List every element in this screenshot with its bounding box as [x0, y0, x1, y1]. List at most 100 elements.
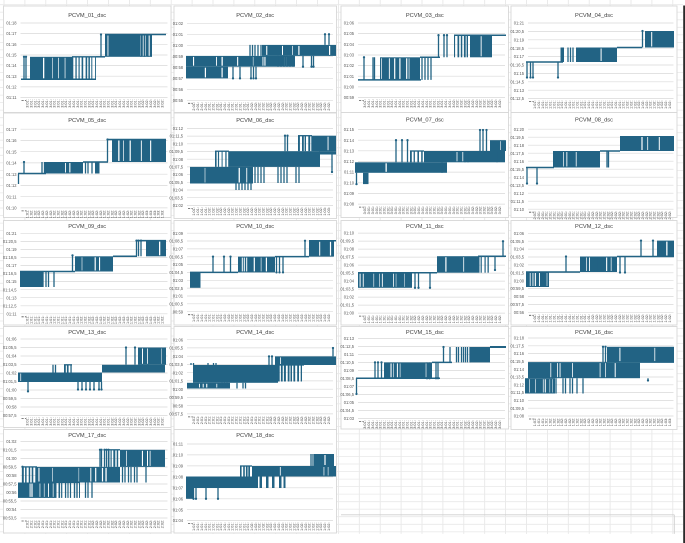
svg-text:01:19: 01:19 — [514, 37, 525, 42]
svg-text:3:01:: 3:01: — [53, 417, 57, 425]
svg-text:01:05,5: 01:05,5 — [169, 346, 183, 351]
svg-text:1:02:: 1:02: — [68, 210, 72, 218]
svg-text:1:01:: 1:01: — [215, 314, 219, 322]
svg-text:3:01:: 3:01: — [429, 99, 433, 107]
svg-text:2:02:: 2:02: — [591, 211, 595, 219]
svg-text:3:02:: 3:02: — [490, 206, 494, 214]
svg-text:1:01:: 1:01: — [545, 314, 549, 322]
svg-text:1:02:: 1:02: — [134, 316, 138, 324]
svg-text:3:01:: 3:01: — [107, 99, 111, 107]
svg-text:1:01:: 1:01: — [382, 315, 386, 323]
svg-text:2:01:: 2:01: — [235, 416, 239, 424]
svg-text:00:59: 00:59 — [344, 95, 355, 100]
svg-text:3:01:: 3:01: — [103, 417, 107, 425]
svg-text:3:01:: 3:01: — [444, 206, 448, 214]
svg-text:3:01:: 3:01: — [49, 99, 53, 107]
svg-text:3:01:: 3:01: — [95, 99, 99, 107]
svg-text:1:02:: 1:02: — [246, 207, 250, 215]
svg-text:1:02:: 1:02: — [572, 418, 576, 426]
svg-text:1:02:: 1:02: — [467, 315, 471, 323]
svg-text:1:02:: 1:02: — [494, 315, 498, 323]
svg-text:1:02:: 1:02: — [323, 314, 327, 322]
svg-text:1:02:: 1:02: — [645, 314, 649, 322]
svg-text:2:02:: 2:02: — [91, 520, 95, 528]
svg-text:1:02:: 1:02: — [417, 315, 421, 323]
svg-text:3:02:: 3:02: — [153, 417, 157, 425]
svg-text:3:01:: 3:01: — [390, 99, 394, 107]
svg-text:2:01:: 2:01: — [579, 211, 583, 219]
svg-text:1:02:: 1:02: — [126, 210, 130, 218]
svg-text:1:01:: 1:01: — [556, 100, 560, 108]
svg-text:2:02:: 2:02: — [262, 102, 266, 110]
svg-text:2:02:: 2:02: — [258, 102, 262, 110]
svg-text:2:02:: 2:02: — [645, 211, 649, 219]
svg-text:1:01:: 1:01: — [560, 100, 564, 108]
svg-text:1:02:: 1:02: — [656, 314, 660, 322]
svg-text:2:01:: 2:01: — [33, 520, 37, 528]
svg-text:3:02:: 3:02: — [153, 99, 157, 107]
svg-text:1:01:: 1:01: — [583, 100, 587, 108]
svg-text:1:01:: 1:01: — [200, 522, 204, 530]
svg-text:3:01:: 3:01: — [425, 420, 429, 428]
svg-text:01:00: 01:00 — [344, 311, 355, 316]
svg-text:1:02:: 1:02: — [80, 210, 84, 218]
svg-text:1:01:: 1:01: — [568, 100, 572, 108]
svg-text:1:02:: 1:02: — [137, 210, 141, 218]
svg-text:1:01:: 1:01: — [204, 207, 208, 215]
svg-text:01:01,5: 01:01,5 — [340, 303, 354, 308]
svg-text:1:02:: 1:02: — [656, 418, 660, 426]
svg-text:1:01:: 1:01: — [552, 100, 556, 108]
svg-text:2:02:: 2:02: — [269, 416, 273, 424]
svg-text:2:02:: 2:02: — [626, 211, 630, 219]
svg-text:3:01:: 3:01: — [60, 99, 64, 107]
svg-text:2:02:: 2:02: — [153, 520, 157, 528]
svg-text:01:10: 01:10 — [514, 398, 525, 403]
svg-text:1:02:: 1:02: — [145, 316, 149, 324]
svg-text:1:02:: 1:02: — [208, 207, 212, 215]
svg-text:00:56: 00:56 — [173, 87, 184, 92]
svg-text:3:01:: 3:01: — [107, 417, 111, 425]
svg-text:1:02:: 1:02: — [664, 100, 668, 108]
svg-text:3:01:: 3:01: — [444, 420, 448, 428]
svg-text:3:01:: 3:01: — [429, 206, 433, 214]
svg-text:3:02:: 3:02: — [145, 99, 149, 107]
svg-text:1:01:: 1:01: — [583, 314, 587, 322]
svg-text:01:11: 01:11 — [173, 442, 184, 447]
svg-text:3:02:: 3:02: — [149, 99, 153, 107]
svg-text:3:01:: 3:01: — [114, 99, 118, 107]
svg-text:1:02:: 1:02: — [76, 316, 80, 324]
svg-text:1:02:: 1:02: — [130, 210, 134, 218]
svg-text:1:02:: 1:02: — [134, 210, 138, 218]
svg-text:00:57,5: 00:57,5 — [169, 412, 183, 417]
svg-text:00:57,5: 00:57,5 — [3, 413, 17, 418]
svg-text:2:02:: 2:02: — [614, 211, 618, 219]
svg-text:2:02:: 2:02: — [641, 211, 645, 219]
svg-text:2:01:: 2:01: — [208, 102, 212, 110]
svg-text:01:03,5: 01:03,5 — [510, 255, 524, 260]
svg-text:2:01:: 2:01: — [545, 211, 549, 219]
svg-text:01:13,5: 01:13,5 — [510, 183, 524, 188]
svg-text:01:11: 01:11 — [344, 352, 355, 357]
svg-text:1:02:: 1:02: — [475, 315, 479, 323]
svg-text:01:00: 01:00 — [173, 43, 184, 48]
svg-text:1:02:: 1:02: — [591, 314, 595, 322]
svg-text:2:02:: 2:02: — [130, 520, 134, 528]
svg-text:01:02: 01:02 — [6, 371, 17, 376]
svg-text:3:01:: 3:01: — [72, 417, 76, 425]
svg-text:1:02:: 1:02: — [273, 207, 277, 215]
svg-text:1:01:: 1:01: — [560, 314, 564, 322]
svg-text:01:06: 01:06 — [6, 337, 17, 342]
svg-text:3:01:: 3:01: — [417, 420, 421, 428]
svg-text:1:01:: 1:01: — [549, 314, 553, 322]
svg-text:01:12: 01:12 — [514, 191, 525, 196]
svg-text:01:15: 01:15 — [514, 71, 525, 76]
svg-text:2:01:: 2:01: — [204, 102, 208, 110]
svg-text:3:01:: 3:01: — [436, 99, 440, 107]
svg-text:2:02:: 2:02: — [300, 416, 304, 424]
svg-text:1:01:: 1:01: — [72, 316, 76, 324]
svg-text:01:04: 01:04 — [173, 518, 184, 523]
svg-text:1:02:: 1:02: — [246, 314, 250, 322]
svg-text:1:02:: 1:02: — [103, 316, 107, 324]
svg-text:3:01:: 3:01: — [367, 420, 371, 428]
svg-text:3:01:: 3:01: — [456, 206, 460, 214]
